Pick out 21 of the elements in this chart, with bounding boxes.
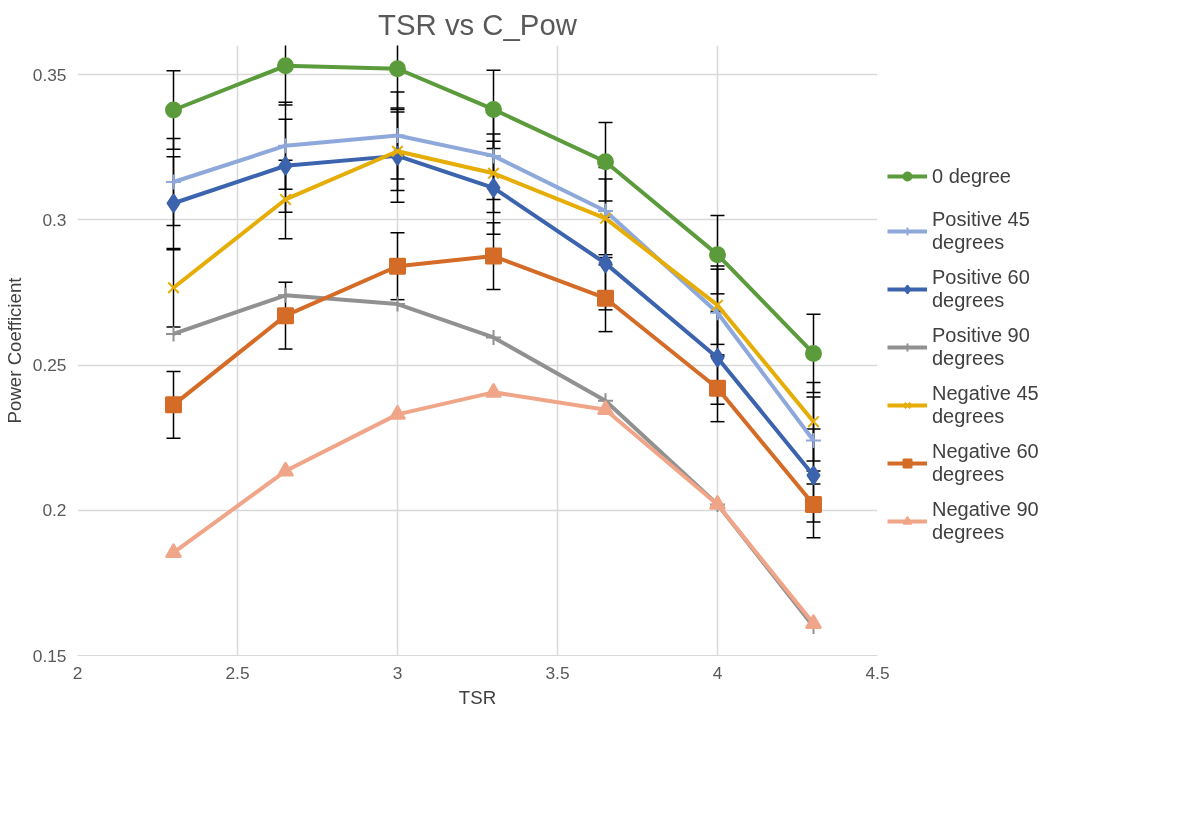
y-tick-label: 0.35 <box>32 64 67 85</box>
legend-label: 0 degree <box>932 163 1011 189</box>
legend-label: Negative 90 degrees <box>932 498 1039 544</box>
legend-label: Negative 45 degrees <box>932 382 1039 428</box>
legend-label: Positive 60 degrees <box>932 266 1030 312</box>
x-tick-label: 2.5 <box>225 662 250 683</box>
chart-title: TSR vs C_Pow <box>378 7 578 41</box>
y-tick-label: 0.15 <box>32 645 67 666</box>
y-tick-label: 0.2 <box>42 500 67 521</box>
y-axis-title: Power Coefficient <box>3 276 25 424</box>
x-tick-label: 3 <box>392 662 403 683</box>
legend-label: Positive 90 degrees <box>932 324 1030 370</box>
legend-label: Negative 60 degrees <box>932 440 1039 486</box>
legend-label: Positive 45 degrees <box>932 208 1030 254</box>
y-tick-label: 0.3 <box>42 209 67 230</box>
x-tick-label: 4 <box>712 662 723 683</box>
x-tick-label: 3.5 <box>545 662 570 683</box>
x-tick-label: 4.5 <box>865 662 890 683</box>
x-axis-title: TSR <box>458 686 497 708</box>
y-tick-label: 0.25 <box>32 355 67 376</box>
x-tick-label: 2 <box>72 662 83 683</box>
